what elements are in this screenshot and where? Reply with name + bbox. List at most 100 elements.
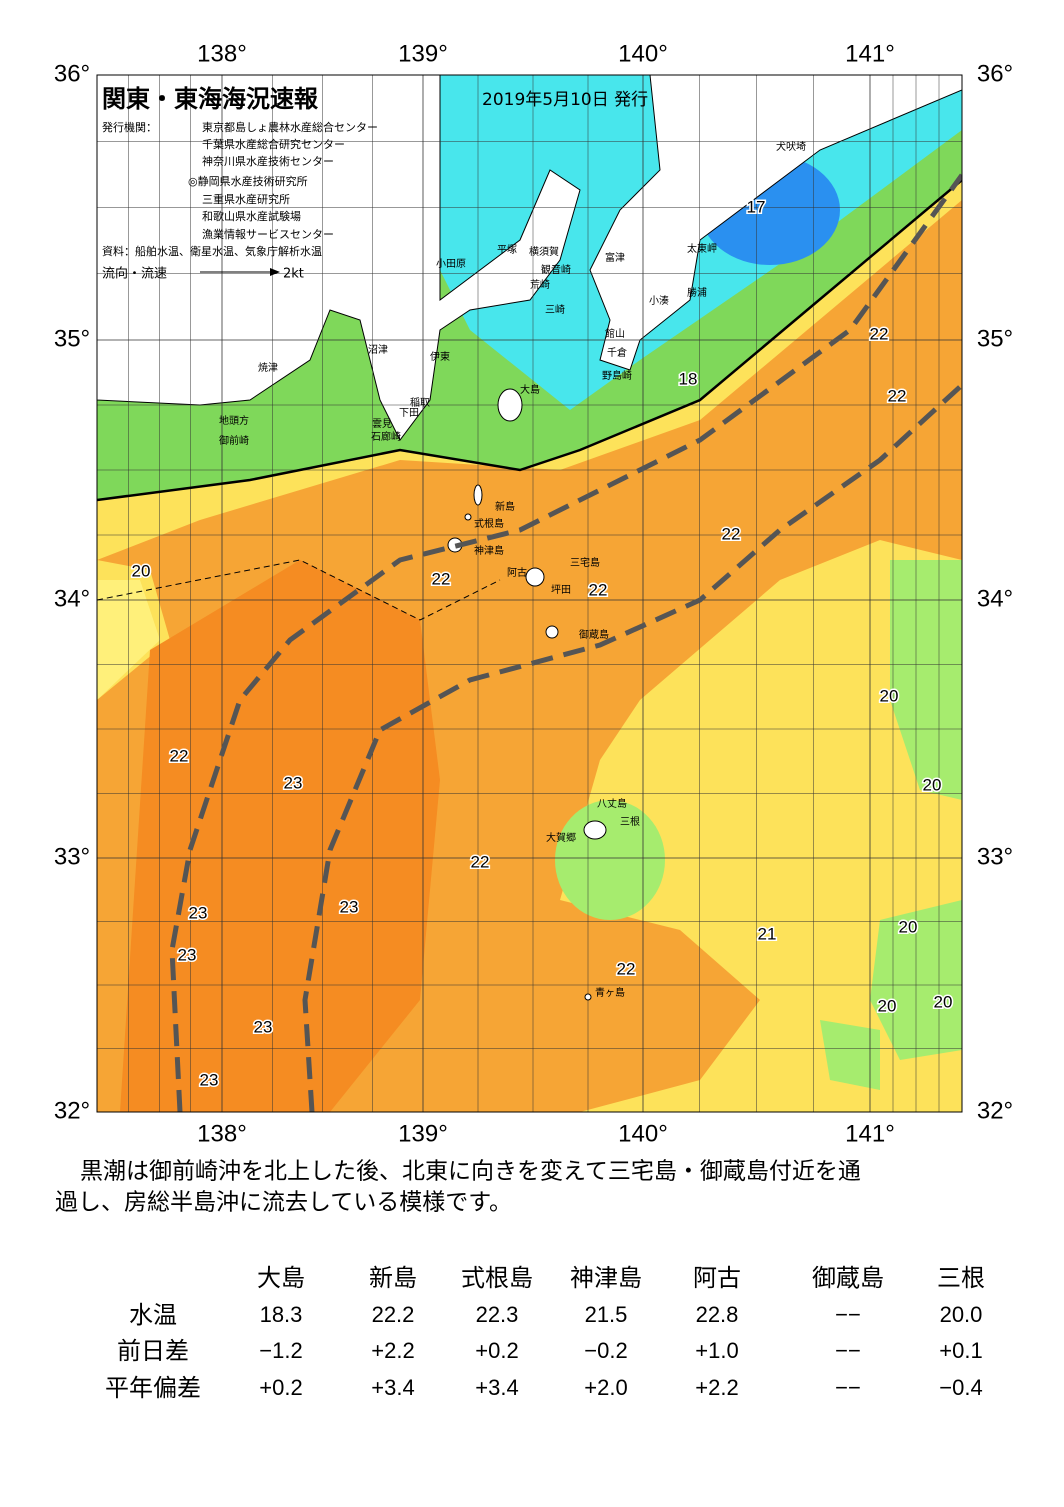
contour-label: 18 [679,369,698,388]
issuer: 東京都島しょ農林水産総合センター [202,120,378,134]
longitude-label: 141° [845,40,895,67]
island [464,513,472,521]
contour-label: 22 [589,580,608,599]
table-header: 三根 [937,1264,985,1292]
contour-label: 23 [284,773,303,792]
row-label: 水温 [129,1301,177,1329]
place-name: 阿古 [507,566,527,579]
place-name: 新島 [495,500,515,513]
kuroshio-axis [302,383,962,1112]
place-name: 稲取 [410,397,430,409]
issuer-label: 発行機関： [102,120,157,134]
place-name: 石廊崎 [371,430,401,443]
latitude-label: 33° [977,843,1013,870]
table-cell: 22.2 [372,1302,415,1327]
place-name: 野島崎 [602,369,632,382]
table-cell: +0.2 [259,1375,302,1400]
place-name: 三根 [620,815,640,828]
table-header: 阿古 [693,1264,741,1292]
flow-scale-arrowhead [270,268,280,276]
table-cell: 22.3 [476,1302,519,1327]
contour-label: 23 [200,1070,219,1089]
latitude-label: 35° [54,325,90,352]
place-name: 青ヶ島 [595,986,625,999]
map-frame [96,74,963,1113]
latitude-label: 32° [977,1097,1013,1124]
island [545,625,559,639]
place-name: 地頭方 [219,414,249,427]
contour-label: 23 [254,1017,273,1036]
table-header: 神津島 [570,1264,642,1292]
table-cell: −0.2 [584,1338,627,1363]
island [584,993,592,1001]
issue-date: 2019年5月10日 発行 [482,90,648,110]
table-cell: +0.1 [939,1338,982,1363]
contour-label: 22 [722,524,741,543]
place-name: 荒崎 [530,278,550,291]
place-name: 大島 [520,383,540,396]
contour-label: 20 [132,561,151,580]
longitude-label: 138° [197,40,247,67]
contour-label: 22 [432,569,451,588]
table-cell: 20.0 [940,1302,983,1327]
place-name: 坪田 [551,583,571,596]
map-area [97,75,962,1112]
island [525,567,545,587]
table-cell: −− [835,1338,861,1363]
row-label: 平年偏差 [105,1374,201,1402]
map-title: 関東・東海海況速報 [102,85,319,113]
front-line [97,179,962,502]
table-cell: 21.5 [585,1302,628,1327]
place-name: 沼津 [368,343,388,356]
land [589,75,962,371]
contour-label: 22 [471,852,490,871]
issuer: ◎静岡県水産技術研究所 [188,174,308,188]
table-cell: +2.2 [695,1375,738,1400]
place-name: 横須賀 [529,245,559,258]
table-cell: +2.0 [584,1375,627,1400]
table-cell: −0.4 [939,1375,982,1400]
longitude-label: 141° [845,1120,895,1147]
table-header: 大島 [257,1264,305,1292]
place-name: 下田 [399,408,419,419]
contour-label: 17 [747,197,766,216]
row-label: 前日差 [117,1337,189,1365]
place-name: 小田原 [436,258,466,270]
latitude-label: 34° [54,585,90,612]
table-cell: −− [835,1375,861,1400]
place-name: 焼津 [258,362,278,374]
place-name: 三崎 [545,303,565,316]
table-cell: −1.2 [259,1338,302,1363]
place-name: 八丈島 [597,797,627,810]
table-cell: 22.8 [696,1302,739,1327]
sea-dark-orange [120,560,440,1112]
table-cell: −− [835,1302,861,1327]
place-name: 伊東 [430,350,450,363]
latitude-label: 33° [54,843,90,870]
longitude-label: 140° [618,1120,668,1147]
sea-green-patch [890,560,962,800]
place-name: 館山 [605,327,625,340]
contour-label: 22 [870,324,889,343]
table-header: 御蔵島 [812,1264,884,1292]
place-name: 観音崎 [541,263,571,276]
contour-label: 22 [170,746,189,765]
table-cell: +3.4 [371,1375,414,1400]
table-header: 新島 [369,1264,417,1292]
flow-unit: 2kt [283,267,304,282]
island [583,820,607,840]
table-cell: 18.3 [260,1302,303,1327]
place-name: 富津 [605,251,625,264]
place-name: 平塚 [497,244,517,256]
table-header: 式根島 [461,1264,533,1292]
place-name: 勝浦 [687,286,707,299]
place-name: 御前崎 [219,434,249,447]
place-name: 犬吠埼 [776,140,806,153]
latitude-label: 35° [977,325,1013,352]
land [97,75,581,441]
sea-green-patch [820,1020,880,1090]
summary-line: 過し、房総半島沖に流去している模様です。 [55,1190,512,1216]
island [473,484,483,506]
place-name: 千倉 [607,346,627,359]
contour-label: 23 [178,945,197,964]
